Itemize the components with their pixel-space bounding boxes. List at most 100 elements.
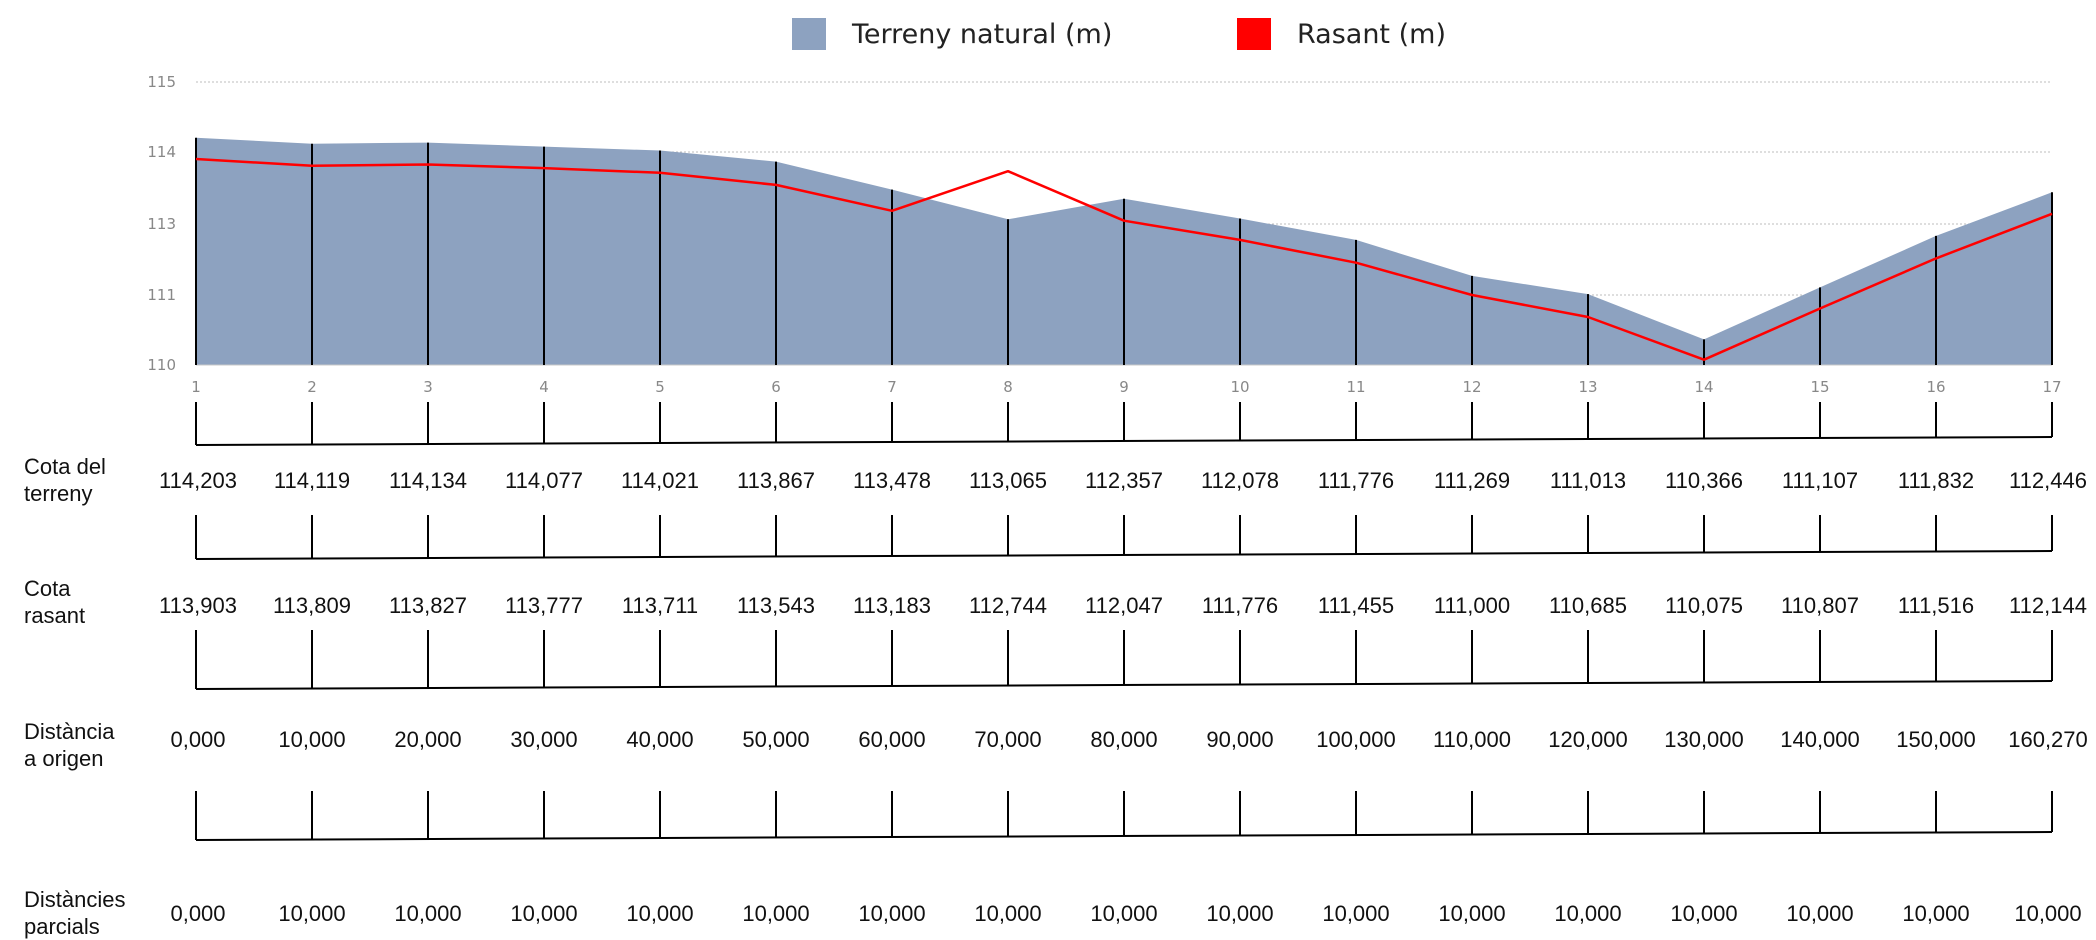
rasant-line (195, 157, 2053, 361)
row-label-line: a origen (24, 746, 104, 771)
table-cell: 150,000 (1896, 727, 1976, 752)
row-label-line: parcials (24, 914, 100, 939)
table-cell: 114,203 (159, 468, 237, 493)
table-cell: 111,516 (1897, 593, 1975, 618)
table-cell: 10,000 (742, 901, 810, 926)
row-label: Cota rasant (24, 575, 85, 629)
table-cell: 10,000 (1090, 901, 1158, 926)
x-tick-label: 16 (1926, 378, 1945, 396)
x-tick-label: 15 (1810, 378, 1829, 396)
row-label: Distància a origen (24, 718, 114, 772)
table-cell: 140,000 (1780, 727, 1860, 752)
table-cell: 111,107 (1781, 468, 1859, 493)
row-label-line: Cota (24, 576, 71, 601)
row-label: Cota del terreny (24, 453, 106, 507)
table-cell: 30,000 (510, 727, 578, 752)
table-cell: 70,000 (974, 727, 1042, 752)
table-cell: 10,000 (974, 901, 1042, 926)
legend-item-rasant: Rasant (m) (1237, 14, 1446, 54)
table-cell: 90,000 (1206, 727, 1274, 752)
row-label: Distàncies parcials (24, 886, 125, 940)
y-tick-label: 113 (147, 215, 176, 233)
table-cell: 10,000 (1670, 901, 1738, 926)
table-cell: 114,134 (389, 468, 467, 493)
x-tick-label: 10 (1230, 378, 1249, 396)
table-cell: 111,776 (1201, 593, 1279, 618)
row-label-line: Distàncies (24, 887, 126, 912)
row-label-line: Cota del (24, 454, 106, 479)
x-tick-label: 17 (2042, 378, 2061, 396)
table-cell: 110,685 (1549, 593, 1627, 618)
x-tick-label: 8 (1003, 378, 1013, 396)
table-cell: 10,000 (394, 901, 462, 926)
table-cell: 10,000 (278, 727, 346, 752)
table-cell: 10,000 (626, 901, 694, 926)
legend-swatch-terreny (792, 18, 826, 50)
y-tick-label: 110 (147, 356, 176, 374)
table-cell: 113,903 (159, 593, 237, 618)
row-label-line: Distància (24, 719, 115, 744)
table-cell: 60,000 (858, 727, 926, 752)
table-cell: 112,144 (2009, 593, 2087, 618)
table-cell: 111,000 (1433, 593, 1511, 618)
table-cell: 130,000 (1664, 727, 1744, 752)
table-cell: 111,776 (1317, 468, 1395, 493)
table-cell: 10,000 (1206, 901, 1274, 926)
x-tick-label: 9 (1119, 378, 1129, 396)
table-cell: 111,455 (1317, 593, 1395, 618)
table-cell: 111,269 (1433, 468, 1511, 493)
table-cell: 114,077 (505, 468, 583, 493)
table-cell: 120,000 (1548, 727, 1628, 752)
row-label-line: rasant (24, 603, 86, 628)
table-cell: 113,809 (273, 593, 351, 618)
x-tick-label: 12 (1462, 378, 1481, 396)
table-cell: 20,000 (394, 727, 462, 752)
x-tick-label: 7 (887, 378, 897, 396)
table-cell: 10,000 (858, 901, 926, 926)
legend-item-terreny: Terreny natural (m) (792, 14, 1112, 54)
table-cell: 0,000 (170, 727, 226, 752)
x-tick-label: 11 (1346, 378, 1365, 396)
y-tick-label: 115 (147, 73, 176, 91)
legend-swatch-rasant (1237, 18, 1271, 50)
table-cell: 110,075 (1665, 593, 1743, 618)
x-tick-label: 14 (1694, 378, 1713, 396)
table-cell: 112,744 (969, 593, 1047, 618)
table-cell: 10,000 (1902, 901, 1970, 926)
table-cell: 10,000 (1438, 901, 1506, 926)
table-cell: 10,000 (510, 901, 578, 926)
table-cell: 10,000 (1554, 901, 1622, 926)
table-cell: 113,543 (737, 593, 815, 618)
x-tick-label: 5 (655, 378, 665, 396)
legend-label-terreny: Terreny natural (m) (852, 18, 1113, 50)
table-cell: 111,013 (1549, 468, 1627, 493)
row-label-line: terreny (24, 481, 93, 506)
table-cell: 10,000 (1786, 901, 1854, 926)
x-tick-label: 2 (307, 378, 317, 396)
table-cell: 112,047 (1085, 593, 1163, 618)
table-cell: 112,446 (2009, 468, 2087, 493)
table-cell: 113,867 (737, 468, 815, 493)
table-cell: 110,366 (1665, 468, 1743, 493)
x-tick-label: 13 (1578, 378, 1597, 396)
table-cell: 110,000 (1433, 727, 1511, 752)
table-cell: 50,000 (742, 727, 810, 752)
x-tick-label: 1 (191, 378, 201, 396)
legend-label-rasant: Rasant (m) (1297, 18, 1446, 50)
table-cell: 113,183 (853, 593, 931, 618)
x-tick-label: 4 (539, 378, 549, 396)
table-cell: 10,000 (2014, 901, 2082, 926)
table-cell: 113,777 (505, 593, 583, 618)
table-cell: 160,270 (2008, 727, 2088, 752)
table-cell: 100,000 (1316, 727, 1396, 752)
table-cell: 80,000 (1090, 727, 1158, 752)
table-cell: 111,832 (1897, 468, 1975, 493)
x-tick-label: 6 (771, 378, 781, 396)
x-tick-label: 3 (423, 378, 433, 396)
table-cell: 0,000 (170, 901, 226, 926)
table-cell: 10,000 (1322, 901, 1390, 926)
table-cell: 113,478 (853, 468, 931, 493)
table-cell: 113,827 (389, 593, 467, 618)
table-cell: 113,065 (969, 468, 1047, 493)
